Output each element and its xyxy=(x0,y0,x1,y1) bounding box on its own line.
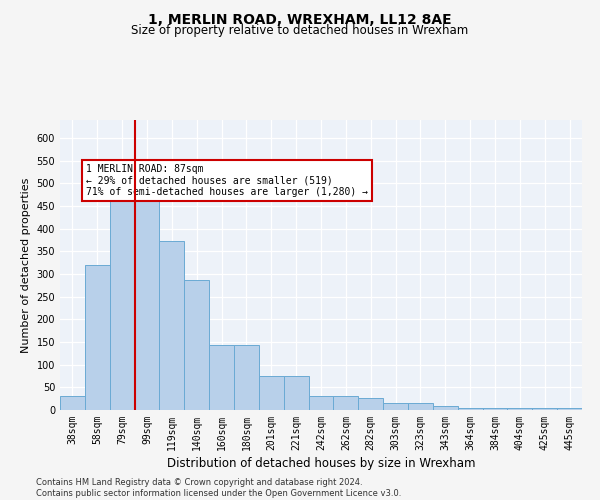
Bar xyxy=(383,403,408,410)
Bar xyxy=(458,408,482,410)
Bar xyxy=(557,408,582,410)
Bar xyxy=(209,345,234,410)
Bar xyxy=(85,265,110,410)
Bar xyxy=(184,280,209,410)
Bar xyxy=(234,345,259,410)
Bar xyxy=(110,191,134,410)
Bar xyxy=(482,408,508,410)
Bar xyxy=(134,191,160,410)
Bar xyxy=(160,241,184,410)
Bar xyxy=(308,396,334,410)
Text: Size of property relative to detached houses in Wrexham: Size of property relative to detached ho… xyxy=(131,24,469,37)
Text: 1 MERLIN ROAD: 87sqm
← 29% of detached houses are smaller (519)
71% of semi-deta: 1 MERLIN ROAD: 87sqm ← 29% of detached h… xyxy=(86,164,368,196)
Bar xyxy=(408,403,433,410)
Bar xyxy=(259,376,284,410)
Y-axis label: Number of detached properties: Number of detached properties xyxy=(21,178,31,352)
Text: Contains HM Land Registry data © Crown copyright and database right 2024.
Contai: Contains HM Land Registry data © Crown c… xyxy=(36,478,401,498)
Bar xyxy=(532,408,557,410)
Text: 1, MERLIN ROAD, WREXHAM, LL12 8AE: 1, MERLIN ROAD, WREXHAM, LL12 8AE xyxy=(148,12,452,26)
Bar xyxy=(60,396,85,410)
Bar xyxy=(433,406,458,410)
Bar xyxy=(284,376,308,410)
X-axis label: Distribution of detached houses by size in Wrexham: Distribution of detached houses by size … xyxy=(167,457,475,470)
Bar xyxy=(358,398,383,410)
Bar xyxy=(334,396,358,410)
Bar xyxy=(508,408,532,410)
